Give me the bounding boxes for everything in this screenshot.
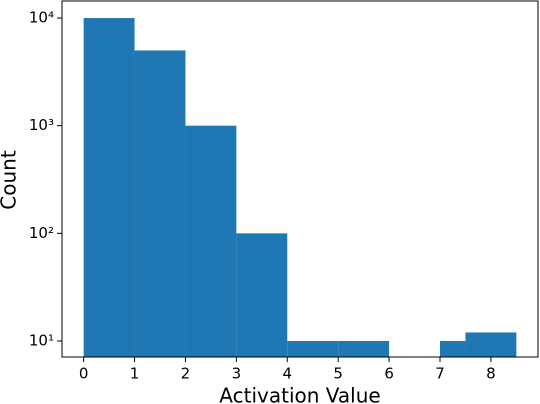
x-tick-label: 3 [232,365,242,383]
plot-frame [61,0,539,358]
bar [287,340,339,357]
x-tick-label: 6 [384,365,394,383]
x-tick-label: 5 [333,365,343,383]
bar [185,125,237,357]
x-axis-label: Activation Value [219,384,380,404]
y-axis-label: Count [0,150,21,210]
x-tick-label: 1 [130,365,140,383]
y-tick-label: 10³ [29,116,54,134]
bar [440,340,466,357]
bar [83,18,135,358]
x-tick-label: 0 [79,365,89,383]
bar [236,233,288,357]
y-tick-label: 10⁴ [29,9,54,27]
y-tick-label: 10¹ [29,331,54,349]
x-tick-label: 8 [486,365,496,383]
y-tick-label: 10² [29,224,54,242]
x-tick-label: 4 [282,365,292,383]
bar [465,332,517,357]
x-tick-label: 7 [435,365,445,383]
x-tick-label: 2 [181,365,191,383]
bar [338,340,390,357]
bar [134,50,186,358]
